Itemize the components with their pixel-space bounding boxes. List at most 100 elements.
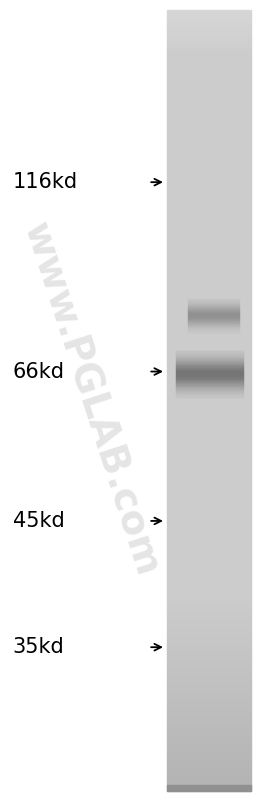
Bar: [167, 670, 251, 672]
Bar: [167, 81, 251, 84]
Bar: [167, 434, 251, 435]
Bar: [167, 559, 251, 560]
Bar: [167, 553, 251, 555]
Bar: [167, 664, 251, 666]
Bar: [167, 348, 251, 349]
Bar: [167, 761, 251, 764]
Bar: [167, 229, 251, 230]
Bar: [167, 785, 251, 787]
Bar: [167, 674, 251, 676]
Bar: [167, 713, 251, 715]
Bar: [167, 738, 251, 740]
Bar: [167, 89, 251, 92]
Bar: [167, 479, 251, 480]
Bar: [167, 269, 251, 272]
Bar: [167, 252, 251, 254]
Bar: [167, 93, 251, 96]
Bar: [167, 49, 251, 50]
Bar: [167, 414, 251, 416]
Bar: [167, 219, 251, 221]
Bar: [167, 230, 251, 233]
Bar: [167, 453, 251, 455]
Bar: [167, 201, 251, 203]
Bar: [167, 46, 251, 49]
Bar: [167, 646, 251, 649]
Bar: [167, 54, 251, 57]
Bar: [167, 193, 251, 195]
Bar: [167, 316, 251, 318]
Bar: [167, 150, 251, 152]
Bar: [167, 416, 251, 418]
Bar: [167, 705, 251, 707]
Bar: [167, 164, 251, 166]
Bar: [167, 127, 251, 129]
Bar: [167, 26, 251, 27]
Bar: [167, 226, 251, 229]
Bar: [167, 29, 251, 31]
Bar: [167, 129, 251, 131]
Text: 45kd: 45kd: [13, 511, 65, 531]
Bar: [167, 221, 251, 223]
Bar: [167, 336, 251, 338]
Bar: [167, 699, 251, 702]
Bar: [167, 19, 251, 22]
Bar: [167, 662, 251, 664]
Bar: [167, 410, 251, 412]
Bar: [167, 463, 251, 465]
Bar: [167, 152, 251, 154]
Bar: [167, 324, 251, 326]
Bar: [167, 781, 251, 783]
Bar: [167, 650, 251, 652]
Bar: [167, 678, 251, 680]
Bar: [167, 607, 251, 610]
Bar: [167, 314, 251, 316]
Bar: [167, 402, 251, 404]
Bar: [167, 562, 251, 564]
Bar: [167, 611, 251, 614]
Bar: [167, 213, 251, 215]
Bar: [167, 772, 251, 773]
Bar: [167, 549, 251, 551]
Bar: [167, 22, 251, 23]
Bar: [167, 53, 251, 54]
Bar: [167, 61, 251, 62]
Bar: [167, 465, 251, 467]
Bar: [167, 787, 251, 789]
Bar: [167, 707, 251, 709]
Bar: [167, 500, 251, 502]
Bar: [167, 289, 251, 291]
Bar: [167, 318, 251, 320]
Bar: [167, 291, 251, 293]
Bar: [167, 158, 251, 160]
Bar: [167, 652, 251, 654]
Bar: [167, 769, 251, 772]
Bar: [167, 237, 251, 238]
Bar: [167, 785, 251, 791]
Bar: [167, 172, 251, 173]
Bar: [167, 311, 251, 312]
Bar: [167, 367, 251, 369]
Bar: [167, 240, 251, 242]
Bar: [167, 50, 251, 53]
Bar: [167, 141, 251, 142]
Bar: [167, 545, 251, 547]
Bar: [167, 15, 251, 18]
Bar: [167, 41, 251, 43]
Bar: [167, 610, 251, 611]
Bar: [167, 629, 251, 631]
Bar: [167, 109, 251, 111]
Bar: [167, 504, 251, 506]
Bar: [167, 281, 251, 283]
Bar: [167, 408, 251, 410]
Bar: [167, 779, 251, 781]
Bar: [167, 594, 251, 596]
Bar: [167, 287, 251, 289]
Bar: [167, 133, 251, 134]
Bar: [167, 423, 251, 426]
Bar: [167, 400, 251, 402]
Bar: [167, 459, 251, 461]
Bar: [167, 488, 251, 490]
Bar: [167, 518, 251, 519]
Bar: [167, 519, 251, 522]
Bar: [167, 344, 251, 346]
